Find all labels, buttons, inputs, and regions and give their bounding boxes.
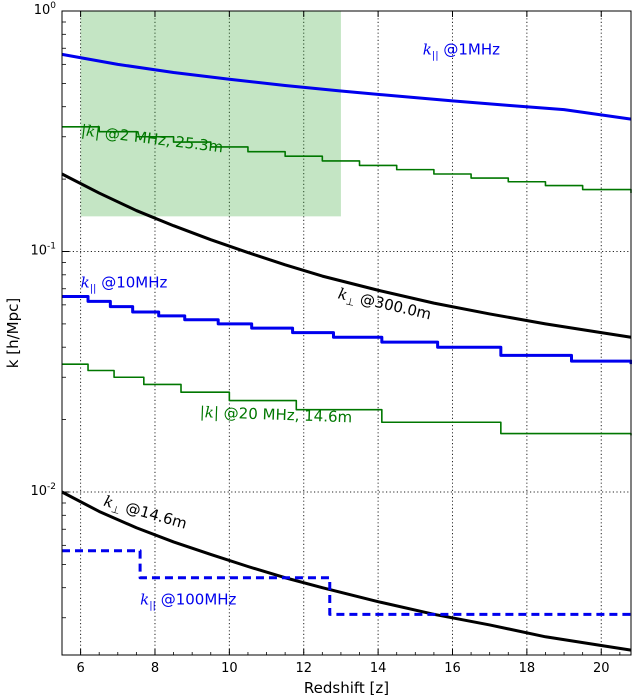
shaded-region-layer xyxy=(80,11,341,217)
y-tick-exponent: -1 xyxy=(47,241,56,251)
x-tick-label: 18 xyxy=(519,661,536,676)
y-tick-label: 10-2 xyxy=(30,482,56,499)
series-label-text: @14.6m xyxy=(119,497,189,533)
series-label-text: @1MHz xyxy=(439,40,501,58)
series-label: k|| @10MHz xyxy=(81,273,168,294)
x-tick-label: 16 xyxy=(444,661,461,676)
series-label: k|| @1MHz xyxy=(423,40,500,61)
series-label-subscript: || xyxy=(432,50,439,61)
x-tick-label: 14 xyxy=(370,661,387,676)
series-label-symbol: k xyxy=(423,40,432,58)
x-tick-label: 12 xyxy=(295,661,312,676)
x-axis-label: Redshift [z] xyxy=(304,679,389,697)
x-tick-label: 20 xyxy=(593,661,610,676)
series-label-symbol: k xyxy=(81,273,90,291)
series-label: |k| @20 MHz, 14.6m xyxy=(199,403,352,426)
series-label-subscript: ⊥ xyxy=(344,296,355,309)
series-label-text: @100MHz xyxy=(156,591,237,609)
series-label-symbol: |k| xyxy=(199,403,219,422)
y-tick-base: 10 xyxy=(30,243,47,258)
plot-frame xyxy=(61,10,632,656)
series-line xyxy=(62,294,632,365)
series-label-text: @20 MHz, 14.6m xyxy=(219,404,353,427)
y-tick-base: 10 xyxy=(30,484,47,499)
series-line xyxy=(61,172,632,339)
series-label-text: @10MHz xyxy=(96,273,167,291)
series-label: k|| @100MHz xyxy=(140,591,236,612)
x-tick-label: 8 xyxy=(151,661,159,676)
series-line xyxy=(61,52,632,121)
series-line xyxy=(62,125,632,194)
y-axis-label: k [h/Mpc] xyxy=(4,298,22,368)
series-line xyxy=(61,490,632,652)
y-tick-label: 10-1 xyxy=(30,241,56,258)
y-tick-exponent: 0 xyxy=(50,1,56,11)
series-label-subscript: || xyxy=(90,283,97,294)
series-label-symbol: k xyxy=(336,284,349,304)
series-label-symbol: |k| xyxy=(80,121,101,141)
y-tick-exponent: -2 xyxy=(47,482,56,492)
y-tick-label: 100 xyxy=(34,1,57,18)
series-label-symbol: k xyxy=(140,591,149,609)
series-line xyxy=(62,549,631,616)
grid xyxy=(62,11,631,655)
y-tick-base: 10 xyxy=(34,3,51,18)
series-layer xyxy=(61,52,632,652)
x-tick-label: 6 xyxy=(76,661,84,676)
series-line xyxy=(62,363,632,436)
series-label: k⊥ @14.6m xyxy=(101,492,189,536)
x-tick-label: 10 xyxy=(221,661,238,676)
shaded-region xyxy=(80,11,341,217)
series-label-subscript: ⊥ xyxy=(110,504,121,517)
series-label-subscript: || xyxy=(149,601,156,612)
